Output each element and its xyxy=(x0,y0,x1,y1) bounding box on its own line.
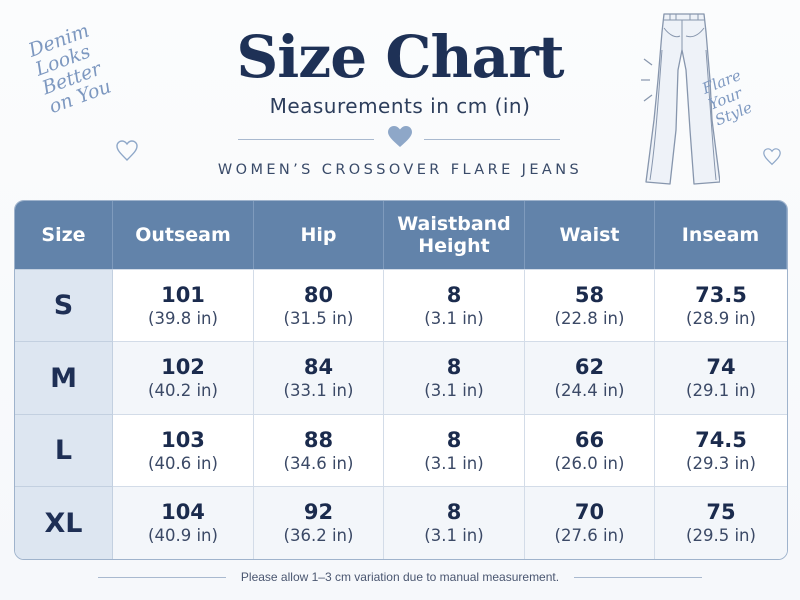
table-cell: 62 (24.4 in) xyxy=(525,341,655,414)
table-cell: 92 (36.2 in) xyxy=(254,486,384,559)
column-header-waistband-height: Waistband Height xyxy=(384,201,525,269)
table-cell: 8 (3.1 in) xyxy=(384,269,525,341)
inch-value: (34.6 in) xyxy=(284,453,354,474)
inch-value: (3.1 in) xyxy=(424,525,483,546)
cm-value: 102 xyxy=(161,355,205,380)
inch-value: (29.3 in) xyxy=(686,453,756,474)
table-cell: 103 (40.6 in) xyxy=(113,414,254,486)
table-cell: 80 (31.5 in) xyxy=(254,269,384,341)
table-cell: 8 (3.1 in) xyxy=(384,341,525,414)
cm-value: 103 xyxy=(161,428,205,453)
table-cell: 70 (27.6 in) xyxy=(525,486,655,559)
inch-value: (31.5 in) xyxy=(284,308,354,329)
table-cell: 73.5 (28.9 in) xyxy=(655,269,787,341)
column-header-size: Size xyxy=(15,201,113,269)
cm-value: 74.5 xyxy=(695,428,747,453)
inch-value: (40.9 in) xyxy=(148,525,218,546)
table-cell: 75 (29.5 in) xyxy=(655,486,787,559)
cm-value: 8 xyxy=(447,283,462,308)
size-table: Size Outseam Hip Waistband Height Waist … xyxy=(14,200,788,560)
divider-left xyxy=(238,139,374,140)
cm-value: 8 xyxy=(447,500,462,525)
column-header-inseam: Inseam xyxy=(655,201,787,269)
size-label: XL xyxy=(15,486,113,559)
inch-value: (40.2 in) xyxy=(148,380,218,401)
table-cell: 8 (3.1 in) xyxy=(384,486,525,559)
inch-value: (36.2 in) xyxy=(284,525,354,546)
cm-value: 62 xyxy=(575,355,604,380)
cm-value: 70 xyxy=(575,500,604,525)
cm-value: 75 xyxy=(706,500,735,525)
inch-value: (3.1 in) xyxy=(424,453,483,474)
cm-value: 58 xyxy=(575,283,604,308)
table-cell: 104 (40.9 in) xyxy=(113,486,254,559)
size-label: M xyxy=(15,341,113,414)
table-cell: 58 (22.8 in) xyxy=(525,269,655,341)
inch-value: (29.1 in) xyxy=(686,380,756,401)
table-cell: 88 (34.6 in) xyxy=(254,414,384,486)
size-label: S xyxy=(15,269,113,341)
cm-value: 92 xyxy=(304,500,333,525)
inch-value: (29.5 in) xyxy=(686,525,756,546)
inch-value: (3.1 in) xyxy=(424,308,483,329)
cm-value: 74 xyxy=(706,355,735,380)
table-cell: 101 (39.8 in) xyxy=(113,269,254,341)
inch-value: (33.1 in) xyxy=(284,380,354,401)
divider-right xyxy=(424,139,560,140)
column-header-outseam: Outseam xyxy=(113,201,254,269)
column-header-hip: Hip xyxy=(254,201,384,269)
size-label: L xyxy=(15,414,113,486)
heart-outline-icon xyxy=(763,148,781,166)
heart-outline-icon xyxy=(116,140,138,162)
table-cell: 74 (29.1 in) xyxy=(655,341,787,414)
table-cell: 84 (33.1 in) xyxy=(254,341,384,414)
cm-value: 8 xyxy=(447,355,462,380)
table-cell: 102 (40.2 in) xyxy=(113,341,254,414)
inch-value: (28.9 in) xyxy=(686,308,756,329)
cm-value: 84 xyxy=(304,355,333,380)
heart-icon xyxy=(388,126,412,148)
cm-value: 104 xyxy=(161,500,205,525)
inch-value: (40.6 in) xyxy=(148,453,218,474)
table-cell: 66 (26.0 in) xyxy=(525,414,655,486)
inch-value: (22.8 in) xyxy=(555,308,625,329)
table-cell: 8 (3.1 in) xyxy=(384,414,525,486)
cm-value: 80 xyxy=(304,283,333,308)
cm-value: 66 xyxy=(575,428,604,453)
inch-value: (39.8 in) xyxy=(148,308,218,329)
table-cell: 74.5 (29.3 in) xyxy=(655,414,787,486)
column-header-waist: Waist xyxy=(525,201,655,269)
inch-value: (27.6 in) xyxy=(555,525,625,546)
footer-divider-right xyxy=(574,577,702,578)
cm-value: 88 xyxy=(304,428,333,453)
cm-value: 73.5 xyxy=(695,283,747,308)
inch-value: (26.0 in) xyxy=(555,453,625,474)
inch-value: (3.1 in) xyxy=(424,380,483,401)
cm-value: 8 xyxy=(447,428,462,453)
cm-value: 101 xyxy=(161,283,205,308)
inch-value: (24.4 in) xyxy=(555,380,625,401)
